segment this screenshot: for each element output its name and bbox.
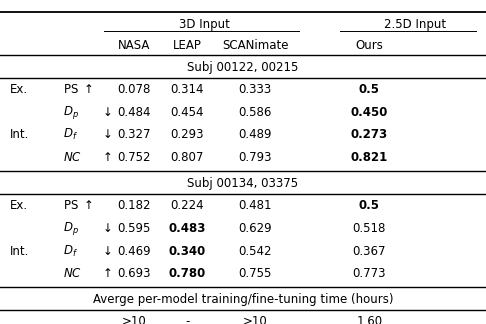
Text: 3D Input: 3D Input [179, 18, 229, 31]
Text: 0.693: 0.693 [117, 267, 150, 280]
Text: Ex.: Ex. [10, 199, 28, 212]
Text: 0.629: 0.629 [238, 222, 272, 235]
Text: LEAP: LEAP [173, 39, 202, 52]
Text: -: - [185, 315, 190, 324]
Text: 0.481: 0.481 [239, 199, 272, 212]
Text: 0.518: 0.518 [353, 222, 386, 235]
Text: 0.450: 0.450 [351, 106, 388, 119]
Text: $D_p$: $D_p$ [63, 220, 79, 237]
Text: >10: >10 [243, 315, 267, 324]
Text: Ours: Ours [355, 39, 383, 52]
Text: 0.454: 0.454 [171, 106, 204, 119]
Text: 0.807: 0.807 [171, 151, 204, 164]
Text: 0.483: 0.483 [169, 222, 206, 235]
Text: Subj 00122, 00215: Subj 00122, 00215 [187, 61, 299, 74]
Text: Ex.: Ex. [10, 83, 28, 96]
Text: 0.489: 0.489 [239, 128, 272, 141]
Text: $\downarrow$: $\downarrow$ [100, 128, 111, 141]
Text: Int.: Int. [10, 128, 29, 141]
Text: 0.333: 0.333 [239, 83, 272, 96]
Text: 0.773: 0.773 [353, 267, 386, 280]
Text: $\uparrow$: $\uparrow$ [100, 267, 111, 280]
Text: PS $\uparrow$: PS $\uparrow$ [63, 199, 93, 212]
Text: 0.542: 0.542 [239, 245, 272, 258]
Text: 0.367: 0.367 [353, 245, 386, 258]
Text: NASA: NASA [118, 39, 150, 52]
Text: $D_f$: $D_f$ [63, 243, 78, 259]
Text: 0.078: 0.078 [117, 83, 150, 96]
Text: 0.780: 0.780 [169, 267, 206, 280]
Text: 0.5: 0.5 [359, 199, 380, 212]
Text: 0.5: 0.5 [359, 83, 380, 96]
Text: 0.224: 0.224 [170, 199, 204, 212]
Text: 2.5D Input: 2.5D Input [384, 18, 447, 31]
Text: Subj 00134, 03375: Subj 00134, 03375 [188, 177, 298, 190]
Text: Int.: Int. [10, 245, 29, 258]
Text: 0.182: 0.182 [117, 199, 150, 212]
Text: 0.821: 0.821 [351, 151, 388, 164]
Text: >10: >10 [122, 315, 146, 324]
Text: $\uparrow$: $\uparrow$ [100, 151, 111, 164]
Text: 0.793: 0.793 [239, 151, 272, 164]
Text: 0.314: 0.314 [171, 83, 204, 96]
Text: 0.327: 0.327 [117, 128, 150, 141]
Text: $NC$: $NC$ [63, 267, 82, 280]
Text: $D_p$: $D_p$ [63, 103, 79, 121]
Text: SCANimate: SCANimate [222, 39, 288, 52]
Text: $\downarrow$: $\downarrow$ [100, 245, 111, 258]
Text: 0.469: 0.469 [117, 245, 151, 258]
Text: $D_f$: $D_f$ [63, 127, 78, 143]
Text: $\downarrow$: $\downarrow$ [100, 106, 111, 119]
Text: 0.586: 0.586 [239, 106, 272, 119]
Text: 0.273: 0.273 [351, 128, 388, 141]
Text: Averge per-model training/fine-tuning time (hours): Averge per-model training/fine-tuning ti… [93, 293, 393, 306]
Text: 0.340: 0.340 [169, 245, 206, 258]
Text: 0.595: 0.595 [117, 222, 150, 235]
Text: $\downarrow$: $\downarrow$ [100, 222, 111, 235]
Text: PS $\uparrow$: PS $\uparrow$ [63, 83, 93, 96]
Text: $NC$: $NC$ [63, 151, 82, 164]
Text: 0.484: 0.484 [117, 106, 150, 119]
Text: 1.60: 1.60 [356, 315, 382, 324]
Text: 0.755: 0.755 [239, 267, 272, 280]
Text: 0.293: 0.293 [171, 128, 204, 141]
Text: 0.752: 0.752 [117, 151, 150, 164]
